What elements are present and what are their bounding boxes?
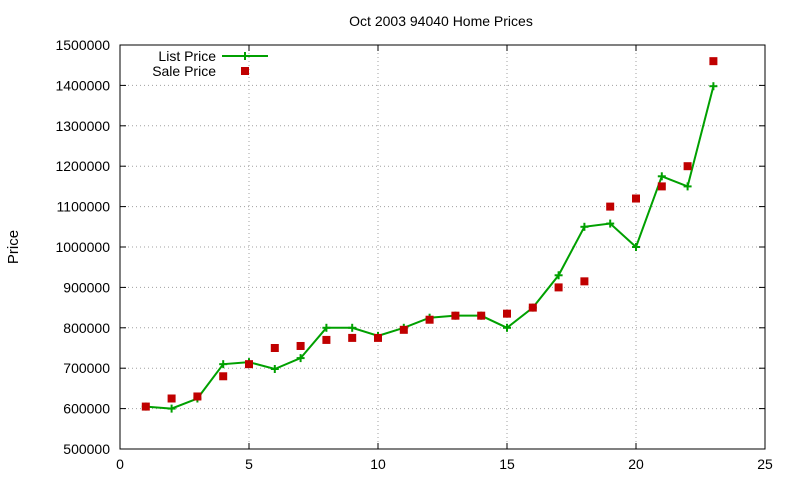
x-tick-label: 5 — [245, 456, 253, 472]
list-price-point — [606, 219, 615, 228]
sale-price-point — [245, 360, 253, 369]
list-price-point — [683, 182, 692, 191]
sale-price-point — [683, 162, 692, 171]
sale-price-point — [322, 335, 331, 344]
list-price-point — [657, 172, 666, 181]
sale-price-point — [399, 325, 408, 334]
sale-price-point — [451, 311, 460, 320]
sale-price-point — [219, 372, 228, 381]
list-price-point — [709, 82, 718, 91]
list-price-point — [580, 222, 589, 231]
y-tick-label: 600000 — [63, 401, 110, 417]
sale-price-point — [270, 344, 279, 352]
y-axis-label: Price — [5, 230, 22, 264]
sale-price-point — [374, 333, 382, 342]
sale-price-point — [709, 57, 718, 66]
y-tick-label: 500000 — [63, 441, 110, 457]
sale-price-point — [348, 333, 357, 342]
sale-price-point — [554, 283, 563, 292]
sale-price-point — [580, 277, 589, 286]
sale-price-point — [657, 182, 666, 191]
list-price-point — [503, 323, 511, 332]
list-price-point — [348, 323, 357, 332]
y-tick-label: 900000 — [63, 279, 110, 295]
sale-price-point — [141, 402, 150, 411]
y-tick-label: 1500000 — [55, 37, 110, 53]
legend-label-list-price: List Price — [158, 48, 216, 64]
y-tick-label: 1400000 — [55, 77, 110, 93]
list-price-point — [632, 243, 640, 251]
legend-label-sale-price: Sale Price — [152, 63, 216, 79]
list-price-point — [270, 365, 279, 374]
chart-title: Oct 2003 94040 Home Prices — [349, 13, 533, 29]
sale-price-point — [606, 202, 615, 211]
list-price-point — [219, 360, 228, 369]
series — [141, 57, 718, 413]
list-price-point — [296, 354, 305, 363]
sale-price-point — [528, 303, 537, 312]
x-tick-label: 25 — [757, 456, 773, 472]
legend-swatch-sale-price — [241, 67, 249, 75]
sale-price-point — [503, 309, 511, 318]
sale-price-point — [193, 392, 202, 401]
grid — [120, 45, 765, 449]
sale-price-point — [477, 311, 486, 320]
sale-price-point — [425, 315, 434, 324]
legend: List Price Sale Price — [152, 48, 268, 79]
y-tick-label: 1000000 — [55, 239, 110, 255]
axes: 0 5 10 15 20 25 500000 600000 700000 800000 900000… — [55, 37, 773, 472]
x-tick-label: 20 — [628, 456, 644, 472]
y-tick-label: 700000 — [63, 360, 110, 376]
x-tick-label: 15 — [499, 456, 515, 472]
sale-price-point — [296, 341, 305, 350]
y-tick-label: 800000 — [63, 320, 110, 336]
y-tick-label: 1300000 — [55, 118, 110, 134]
y-tick-label: 1200000 — [55, 158, 110, 174]
sale-price-point — [167, 394, 176, 403]
list-price-point — [554, 271, 563, 280]
y-tick-label: 1100000 — [57, 199, 111, 215]
list-price-point — [167, 404, 176, 413]
x-tick-label: 0 — [116, 456, 124, 472]
sale-price-point — [632, 194, 640, 203]
list-price-point — [322, 323, 331, 332]
x-tick-label: 10 — [370, 456, 386, 472]
